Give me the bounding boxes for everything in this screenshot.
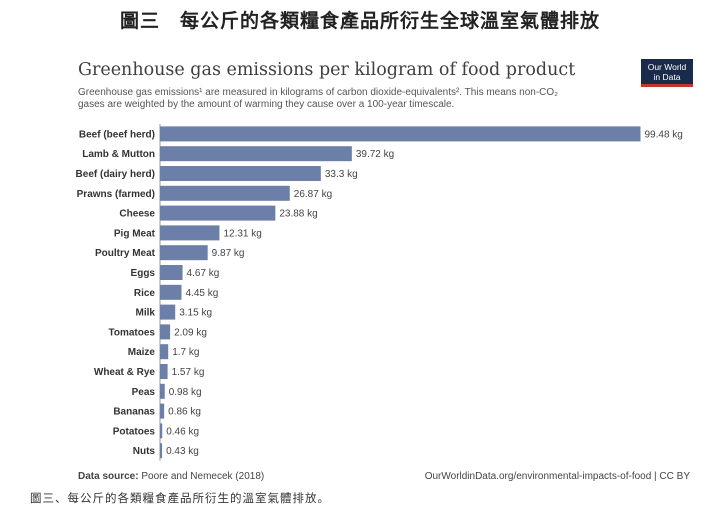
- bar[interactable]: [160, 225, 220, 241]
- bar[interactable]: [160, 324, 171, 340]
- category-label: Prawns (farmed): [77, 189, 155, 200]
- bar[interactable]: [160, 383, 165, 399]
- bar[interactable]: [160, 265, 183, 280]
- category-label: Eggs: [131, 268, 156, 279]
- chart-subtitle-line-2: gases are weighted by the amount of warm…: [78, 99, 455, 110]
- bar[interactable]: [160, 245, 208, 261]
- category-label: Bananas: [113, 407, 155, 418]
- category-label: Cheese: [119, 209, 155, 220]
- value-label: 0.86 kg: [168, 407, 201, 418]
- category-label: Tomatoes: [109, 327, 156, 338]
- bar[interactable]: [160, 403, 165, 419]
- value-label: 26.87 kg: [294, 189, 332, 200]
- bar[interactable]: [160, 146, 352, 162]
- bar[interactable]: [160, 364, 168, 379]
- figure-heading: 圖三 每公斤的各類糧食產品所衍生全球溫室氣體排放: [119, 10, 600, 32]
- bar[interactable]: [160, 284, 182, 300]
- source-url[interactable]: OurWorldinData.org/environmental-impacts…: [424, 471, 690, 482]
- bar[interactable]: [160, 423, 163, 439]
- category-label: Beef (beef herd): [79, 129, 155, 140]
- value-label: 4.45 kg: [185, 288, 218, 299]
- category-label: Wheat & Rye: [94, 367, 156, 378]
- bar[interactable]: [160, 185, 290, 201]
- chart-subtitle: Greenhouse gas emissions¹ are measured i…: [78, 87, 618, 111]
- logo-line-2: in Data: [653, 72, 681, 82]
- chart-subtitle-line-1: Greenhouse gas emissions¹ are measured i…: [78, 87, 559, 98]
- value-label: 0.43 kg: [166, 446, 199, 457]
- bar[interactable]: [160, 443, 163, 459]
- category-label: Beef (dairy herd): [76, 169, 155, 180]
- category-label: Lamb & Mutton: [82, 149, 155, 160]
- bar[interactable]: [160, 205, 276, 221]
- bar[interactable]: [160, 126, 641, 142]
- value-label: 39.72 kg: [356, 149, 394, 160]
- value-label: 23.88 kg: [279, 209, 317, 220]
- category-label: Potatoes: [113, 426, 156, 437]
- category-label: Pig Meat: [114, 228, 156, 239]
- category-label: Milk: [136, 308, 156, 319]
- value-label: 2.09 kg: [174, 327, 207, 338]
- figure-caption: 圖三、每公斤的各類糧食產品所衍生的溫室氣體排放。: [30, 491, 330, 505]
- value-label: 0.46 kg: [166, 426, 199, 437]
- value-label: 9.87 kg: [212, 248, 245, 259]
- logo-line-1: Our World: [647, 62, 687, 72]
- category-label: Maize: [128, 347, 156, 358]
- value-label: 99.48 kg: [644, 129, 682, 140]
- owid-logo[interactable]: Our World in Data: [641, 59, 693, 87]
- value-label: 33.3 kg: [325, 169, 358, 180]
- category-label: Rice: [134, 288, 156, 299]
- category-label: Poultry Meat: [95, 248, 156, 259]
- data-source: Data source: Poore and Nemecek (2018): [78, 471, 264, 482]
- value-label: 1.7 kg: [172, 347, 199, 358]
- value-label: 3.15 kg: [179, 308, 212, 319]
- category-label: Peas: [132, 387, 156, 398]
- chart-title: Greenhouse gas emissions per kilogram of…: [78, 60, 576, 80]
- data-source-text: Poore and Nemecek (2018): [141, 471, 265, 482]
- bar[interactable]: [160, 344, 169, 360]
- bar[interactable]: [160, 166, 321, 181]
- bar[interactable]: [160, 304, 176, 320]
- value-label: 0.98 kg: [169, 387, 202, 398]
- value-label: 1.57 kg: [172, 367, 205, 378]
- category-label: Nuts: [133, 446, 156, 457]
- data-source-label: Data source:: [78, 471, 139, 482]
- value-label: 12.31 kg: [223, 228, 261, 239]
- value-label: 4.67 kg: [187, 268, 220, 279]
